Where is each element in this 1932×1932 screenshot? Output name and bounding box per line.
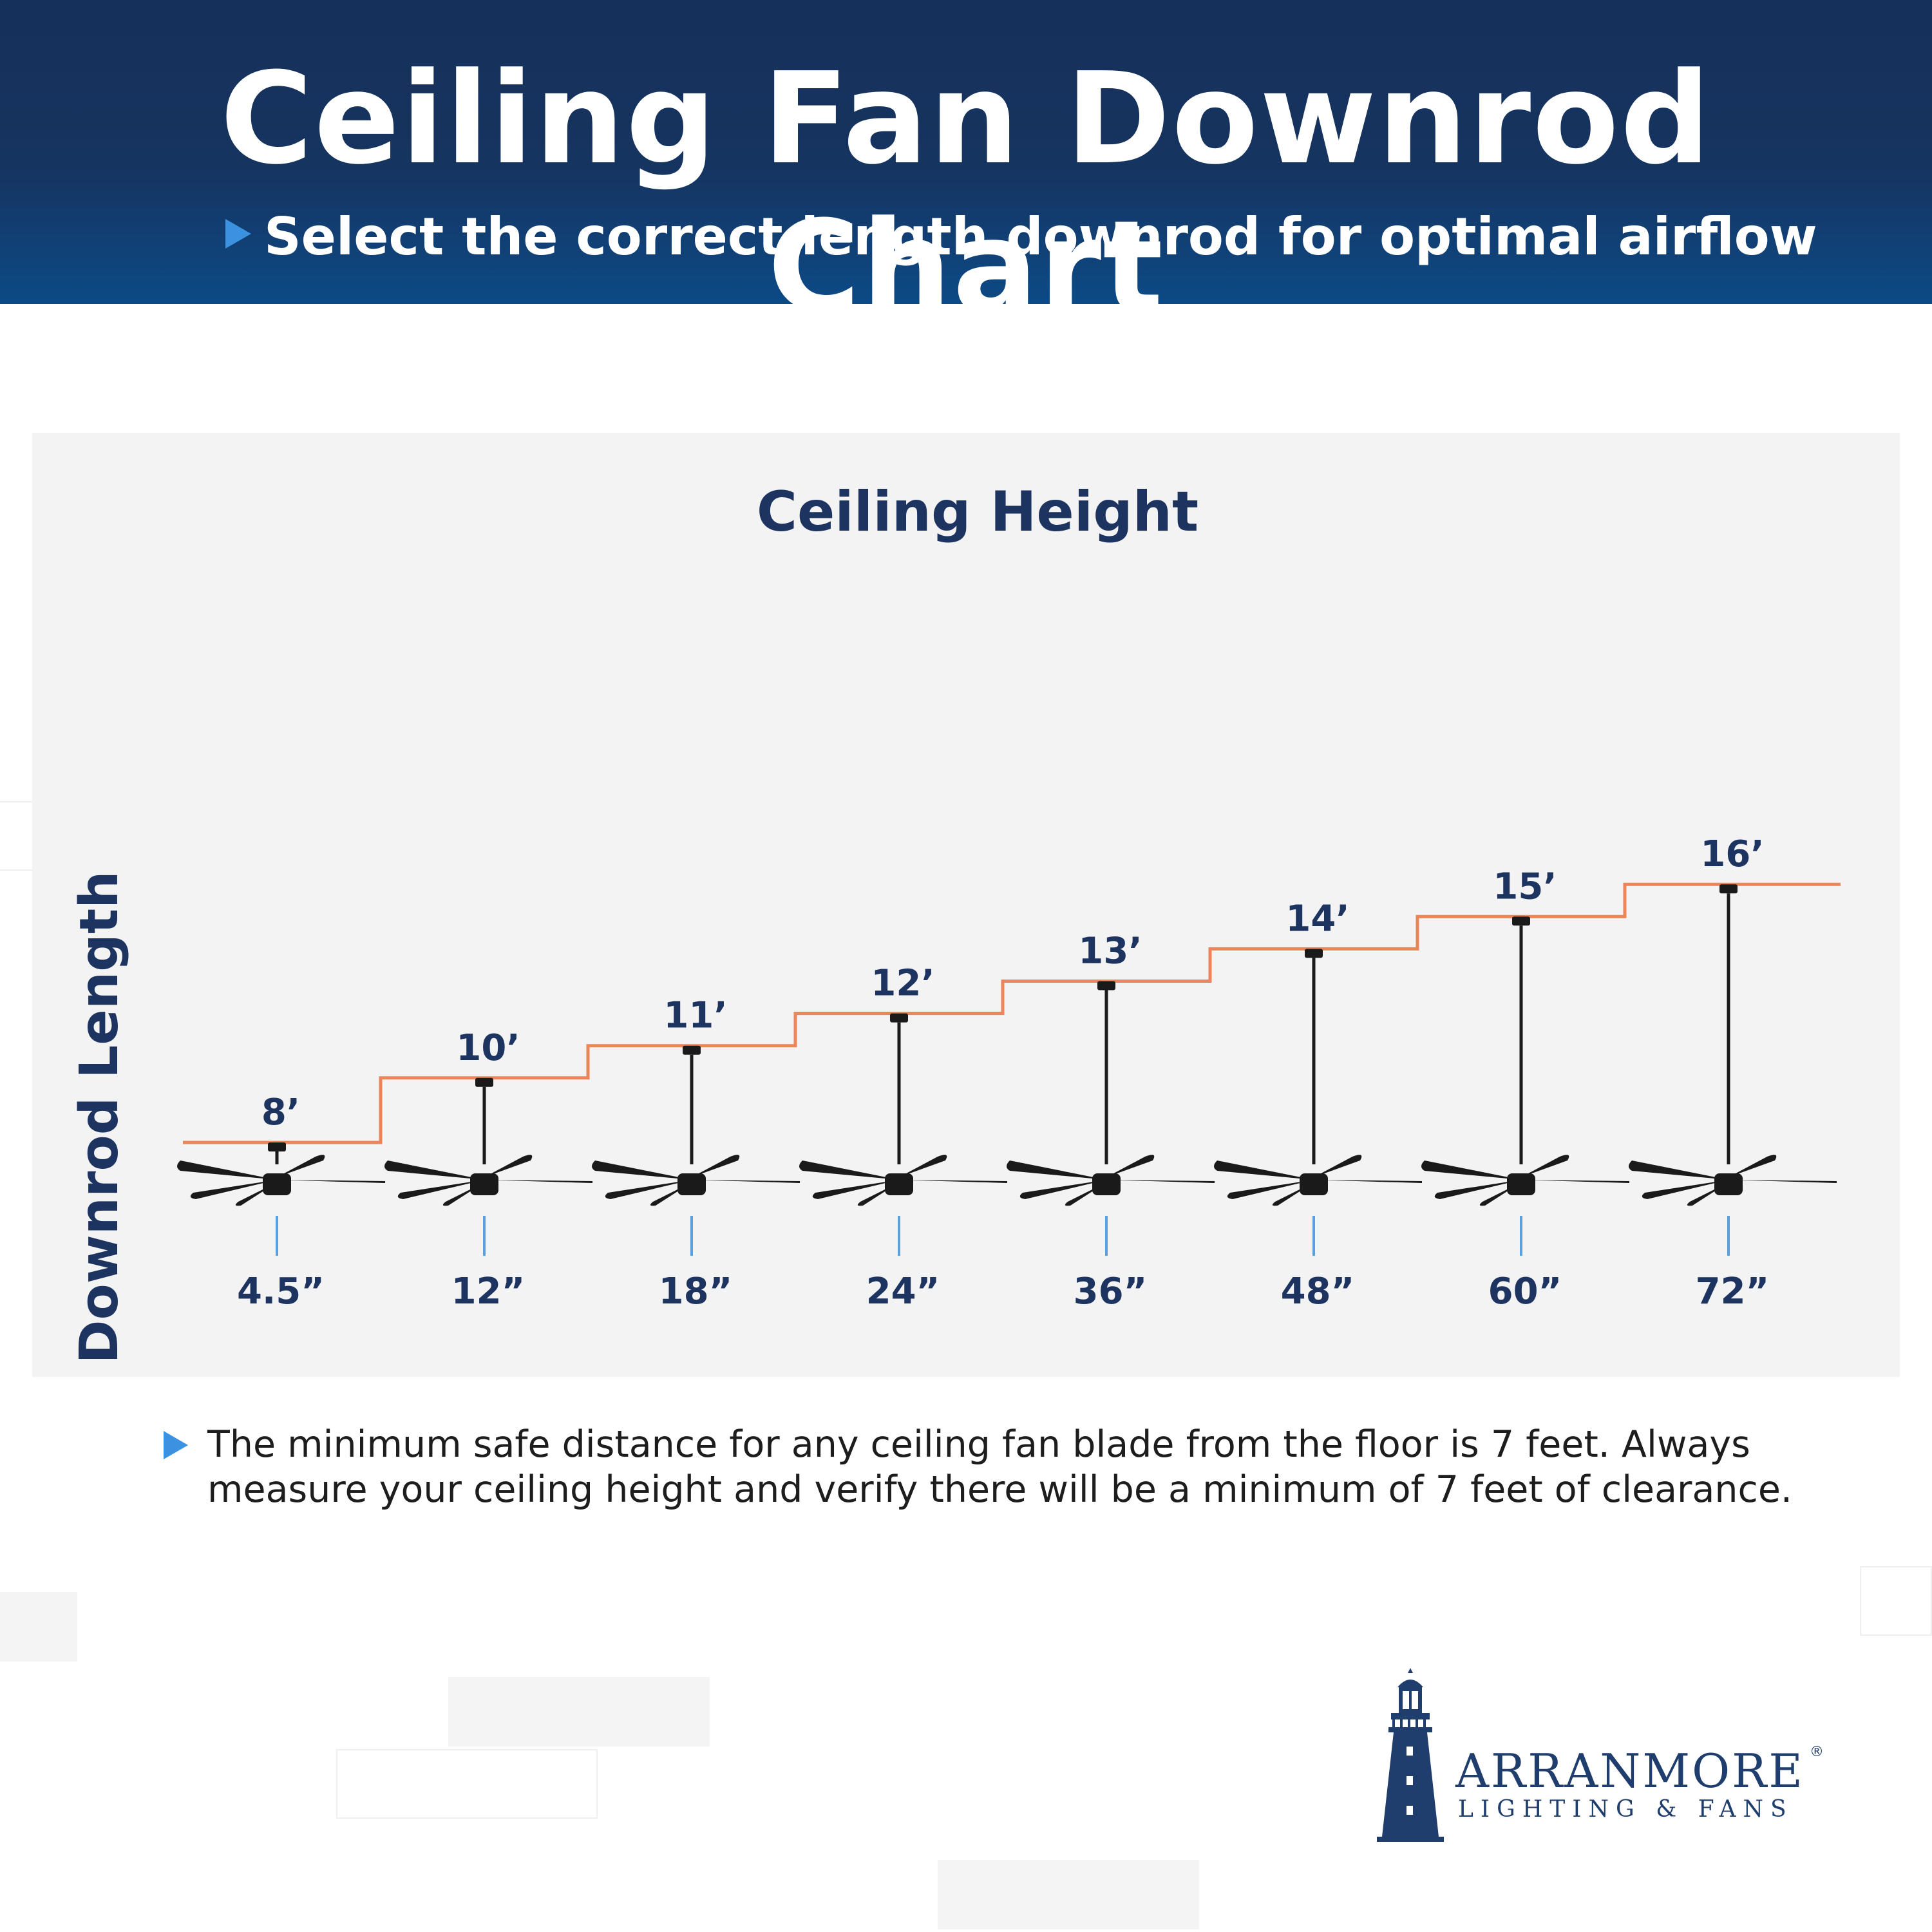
y-axis-label: Downrod Length — [69, 871, 130, 1363]
ceiling-height-label: 14’ — [1285, 898, 1349, 940]
ceiling-height-label: 15’ — [1493, 866, 1557, 907]
fan-canopy — [683, 1045, 701, 1055]
fan-blade — [1214, 1160, 1314, 1180]
ceiling-fan-icon — [592, 1045, 800, 1206]
fan-motor-hub — [470, 1173, 498, 1195]
fan-blade — [799, 1160, 899, 1180]
ceiling-height-step-line — [183, 882, 1841, 1144]
downrod-length-label: 48” — [1281, 1271, 1355, 1312]
ceiling-fan-icon — [177, 1142, 385, 1206]
fan-blade — [592, 1160, 692, 1180]
triangle-bullet-icon — [225, 219, 251, 249]
fan-blade — [277, 1155, 325, 1177]
brand-name: ARRANMORE — [1455, 1744, 1804, 1798]
downrod-length-label: 4.5” — [237, 1271, 325, 1312]
fan-blade — [277, 1180, 385, 1183]
fan-blade — [177, 1160, 277, 1180]
fan-blade — [484, 1155, 533, 1177]
fan-blade — [692, 1155, 740, 1177]
fan-blade — [1521, 1155, 1569, 1177]
downrod-length-label: 36” — [1074, 1271, 1148, 1312]
downrod-length-label: 12” — [451, 1271, 526, 1312]
ceiling-fan-icon — [1629, 884, 1837, 1206]
fan-canopy — [1512, 916, 1530, 926]
fan-canopy — [1097, 981, 1115, 990]
blank-tile — [336, 1749, 598, 1819]
fan-canopy — [1719, 884, 1738, 894]
fan-canopy — [1305, 949, 1323, 958]
fan-blade — [1314, 1155, 1362, 1177]
fan-blade — [1629, 1160, 1728, 1180]
fan-motor-hub — [885, 1173, 913, 1195]
fan-motor-hub — [1714, 1173, 1743, 1195]
fan-blade — [1314, 1180, 1422, 1183]
ceiling-height-label: 12’ — [871, 963, 934, 1005]
header-banner: Ceiling Fan Downrod Chart Select the cor… — [0, 0, 1932, 341]
ceiling-fan-icon — [1007, 981, 1215, 1206]
page-title: Ceiling Fan Downrod Chart — [220, 46, 1712, 341]
downrod-length-label: 60” — [1488, 1271, 1562, 1312]
triangle-bullet-icon — [164, 1431, 188, 1459]
fan-blade — [1227, 1180, 1314, 1199]
fan-canopy — [890, 1013, 908, 1023]
ceiling-height-label: 16’ — [1700, 833, 1764, 875]
ceiling-fan-icon — [384, 1077, 592, 1206]
fan-motor-hub — [1092, 1173, 1121, 1195]
fan-motor-hub — [677, 1173, 706, 1195]
blank-tile — [938, 1860, 1199, 1929]
fan-blade — [1521, 1180, 1629, 1183]
ceiling-fan-icon — [1214, 949, 1422, 1206]
fan-motor-hub — [263, 1173, 291, 1195]
blank-tile — [448, 1677, 710, 1747]
fan-blade — [1421, 1160, 1521, 1180]
blank-tile — [0, 1592, 77, 1662]
fan-motor-hub — [1507, 1173, 1535, 1195]
fan-blade — [1434, 1180, 1521, 1199]
fan-canopy — [268, 1142, 286, 1151]
fan-blade — [1728, 1155, 1777, 1177]
ceiling-fan-icon — [1421, 916, 1629, 1206]
lighthouse-icon — [1377, 1668, 1444, 1842]
fan-blade — [1106, 1155, 1155, 1177]
brand-logo: ARRANMORE ® LIGHTING & FANS — [1372, 1668, 1824, 1848]
chart-title: Ceiling Height — [757, 480, 1198, 544]
blank-tile — [1860, 1566, 1932, 1636]
safety-note: The minimum safe distance for any ceilin… — [207, 1423, 1793, 1511]
fan-blade — [384, 1160, 484, 1180]
ceiling-fan-icon — [799, 1013, 1007, 1206]
fan-blade — [1007, 1160, 1106, 1180]
fan-blade — [692, 1180, 800, 1183]
fan-blade — [1019, 1180, 1106, 1199]
fan-blade — [899, 1155, 947, 1177]
fan-canopy — [475, 1077, 493, 1087]
page-subtitle-text: Select the correct length downrod for op… — [264, 207, 1817, 267]
fan-blade — [190, 1180, 277, 1199]
fan-blade — [605, 1180, 692, 1199]
fan-blade — [1642, 1180, 1728, 1199]
fan-blade — [899, 1180, 1007, 1183]
downrod-length-label: 24” — [866, 1271, 940, 1312]
ceiling-height-label: 11’ — [663, 995, 727, 1037]
downrod-length-label: 18” — [659, 1271, 733, 1312]
ceiling-height-label: 10’ — [456, 1027, 520, 1069]
fan-blade — [397, 1180, 484, 1199]
registered-mark: ® — [1810, 1744, 1824, 1760]
downrod-chart: Ceiling Height Downrod Length 8’ 4.5” 10’ 1… — [69, 480, 1841, 1364]
ceiling-height-label: 13’ — [1078, 931, 1142, 972]
fan-blade — [484, 1180, 592, 1183]
chart-panel: Ceiling Height Downrod Length 8’ 4.5” 10’ 1… — [32, 433, 1900, 1377]
ceiling-height-label: 8’ — [261, 1092, 300, 1133]
blank-tile — [0, 801, 32, 871]
page-subtitle: Select the correct length downrod for op… — [264, 205, 1817, 269]
fan-motor-hub — [1300, 1173, 1328, 1195]
downrod-length-label: 72” — [1696, 1271, 1770, 1312]
brand-tagline: LIGHTING & FANS — [1458, 1796, 1794, 1823]
fan-blade — [1106, 1180, 1215, 1183]
fan-blade — [812, 1180, 899, 1199]
fan-blade — [1728, 1180, 1837, 1183]
